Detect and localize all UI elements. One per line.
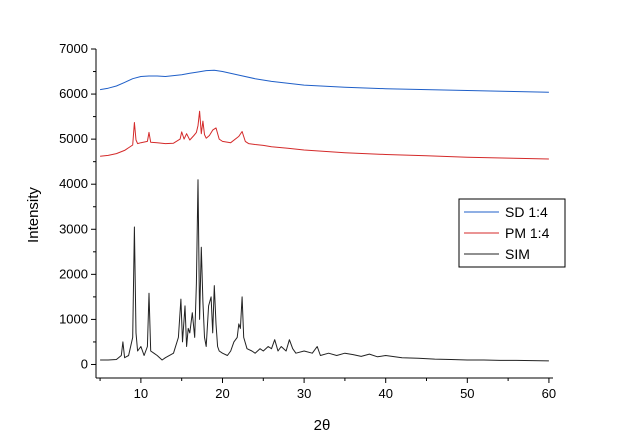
- legend-label-2: SIM: [505, 246, 530, 262]
- y-tick-label: 3000: [59, 221, 88, 236]
- y-tick-label: 4000: [59, 176, 88, 191]
- legend-label-1: PM 1:4: [505, 225, 550, 241]
- x-axis-title: 2θ: [314, 417, 331, 434]
- y-tick-label: 1000: [59, 311, 88, 326]
- y-tick-label: 6000: [59, 86, 88, 101]
- x-tick-label: 50: [460, 386, 474, 401]
- x-tick-label: 30: [297, 386, 311, 401]
- y-tick-label: 0: [81, 356, 88, 371]
- series-line-0: [100, 69, 549, 93]
- y-tick-label: 2000: [59, 266, 88, 281]
- series-line-1: [100, 110, 549, 160]
- x-tick-label: 10: [134, 386, 148, 401]
- y-tick-label: 7000: [59, 41, 88, 56]
- x-tick-label: 40: [378, 386, 392, 401]
- legend-label-0: SD 1:4: [505, 204, 548, 220]
- series-line-2: [100, 179, 549, 362]
- x-tick-label: 60: [542, 386, 556, 401]
- y-axis-title: Intensity: [25, 187, 42, 243]
- x-tick-label: 20: [215, 386, 229, 401]
- y-tick-label: 5000: [59, 131, 88, 146]
